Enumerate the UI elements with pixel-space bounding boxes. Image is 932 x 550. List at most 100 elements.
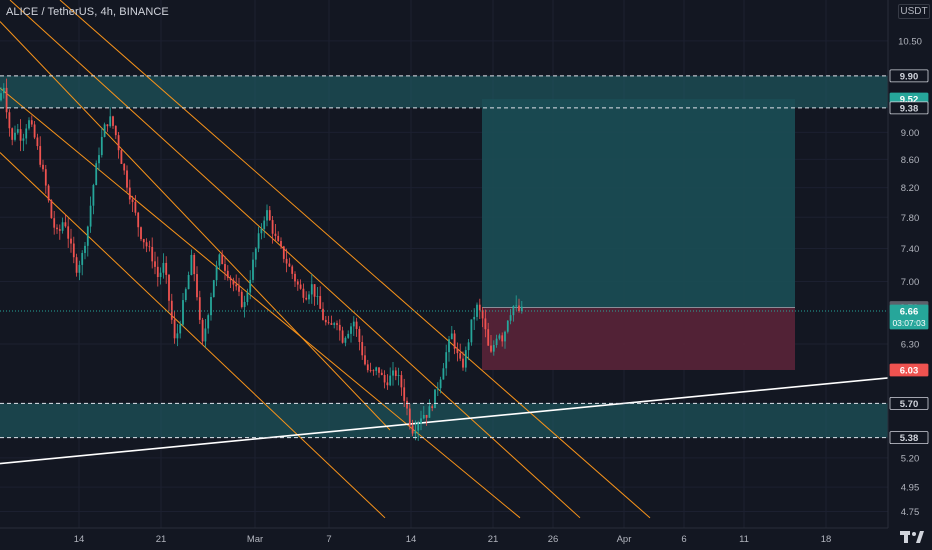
candle-body	[434, 389, 436, 409]
candle-body	[168, 274, 170, 301]
candle-body	[392, 370, 394, 376]
candle-body	[506, 320, 509, 332]
support-trendline[interactable]	[0, 377, 889, 465]
candle-body	[324, 319, 327, 323]
candle-body	[92, 185, 95, 206]
candle-body	[400, 375, 403, 388]
candle-body	[224, 264, 226, 271]
candle-body	[478, 304, 481, 311]
candle-body	[19, 129, 22, 141]
candle-body	[16, 129, 19, 133]
time-axis[interactable]: 14 21 Mar 7 14 21 26 Apr 6 11 18	[74, 534, 832, 545]
candle-body	[221, 254, 224, 265]
price-marker-label: 6.66	[900, 307, 919, 318]
candle-body	[459, 353, 462, 359]
long-position-tool[interactable]	[482, 99, 795, 370]
candle-body	[114, 125, 117, 136]
candle-body	[442, 368, 445, 380]
candle-body	[445, 352, 448, 369]
candle-body	[280, 241, 282, 247]
candle-body	[490, 345, 492, 352]
candle-body	[64, 222, 67, 227]
candle-body	[417, 423, 420, 431]
candle-body	[294, 273, 296, 282]
candle-body	[436, 388, 439, 390]
candle-body	[14, 132, 16, 140]
price-tick-label: 10.50	[898, 36, 922, 47]
candle-body	[338, 324, 341, 331]
candle-body	[238, 286, 240, 292]
symbol-title[interactable]: ALICE / TetherUS, 4h, BINANCE	[6, 6, 169, 18]
candle-body	[140, 227, 142, 240]
time-tick-label: 26	[548, 534, 559, 545]
price-tick-label: 7.80	[901, 213, 920, 224]
candle-body	[389, 375, 392, 386]
candle-body	[246, 292, 249, 302]
channel-line	[0, 21, 391, 431]
candle-body	[36, 137, 39, 147]
candle-body	[467, 342, 470, 351]
candle-body	[39, 146, 42, 165]
candle-body	[187, 275, 190, 290]
candle-body	[117, 135, 120, 151]
tradingview-logo-icon[interactable]	[898, 528, 928, 546]
candle-body	[383, 375, 386, 383]
candle-body	[448, 339, 450, 353]
candle-body	[5, 87, 8, 113]
candle-body	[75, 257, 78, 273]
candle-body	[358, 328, 361, 343]
price-tick-label: 4.75	[901, 507, 920, 518]
price-tick-label: 6.30	[901, 339, 920, 350]
price-tick-label: 7.00	[901, 277, 920, 288]
candle-body	[316, 296, 319, 297]
candle-body	[327, 322, 330, 324]
candle-body	[148, 246, 151, 248]
candle-body	[473, 316, 476, 320]
price-tick-label: 9.00	[901, 128, 920, 139]
candle-body	[305, 297, 308, 300]
descending-channel-lines[interactable]	[0, 0, 651, 519]
candle-body	[271, 220, 274, 234]
candle-body	[156, 266, 159, 278]
candle-body	[257, 233, 260, 249]
candle-body	[344, 337, 347, 343]
candle-body	[112, 116, 114, 126]
candle-body	[173, 319, 176, 339]
candle-body	[218, 254, 221, 266]
candle-body	[406, 400, 408, 409]
time-tick-label: 14	[406, 534, 417, 545]
time-tick-label: 21	[488, 534, 499, 545]
candle-body	[330, 323, 333, 325]
currency-label[interactable]: USDT	[898, 4, 930, 19]
candle-body	[260, 229, 263, 234]
candle-body	[439, 379, 442, 389]
candlestick-series	[0, 78, 523, 441]
candle-body	[313, 284, 316, 297]
candle-body	[11, 128, 14, 140]
candle-body	[341, 330, 344, 343]
candle-body	[369, 370, 372, 371]
candle-body	[268, 210, 271, 221]
candle-body	[25, 128, 28, 139]
target-zone	[482, 99, 795, 308]
candle-body	[495, 338, 498, 346]
candle-body	[352, 321, 355, 327]
candle-body	[366, 364, 369, 371]
price-tick-label: 5.20	[901, 453, 920, 464]
candle-body	[232, 280, 235, 285]
candle-body	[154, 261, 156, 267]
candle-body	[47, 185, 50, 201]
price-marker-label: 5.70	[900, 399, 919, 410]
price-marker-label: 9.52	[900, 95, 919, 106]
candle-body	[58, 229, 61, 231]
candle-body	[322, 308, 324, 320]
candle-body	[84, 245, 86, 253]
candle-body	[193, 254, 196, 275]
candle-body	[254, 248, 257, 260]
candle-body	[296, 281, 299, 285]
candle-body	[481, 310, 484, 319]
candle-body	[504, 331, 506, 342]
candle-body	[277, 235, 280, 242]
